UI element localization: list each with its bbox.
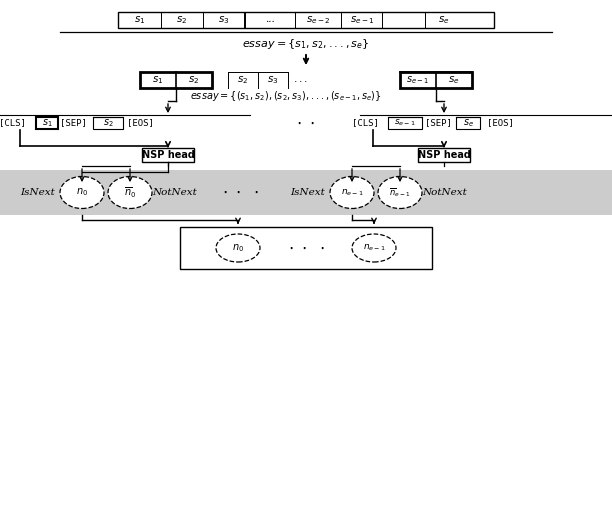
Bar <box>456 117 480 129</box>
Text: $n_{e-1}$: $n_{e-1}$ <box>341 187 364 198</box>
Text: $...$: $...$ <box>293 76 307 84</box>
Bar <box>36 117 58 129</box>
Text: [SEP]: [SEP] <box>59 119 86 127</box>
Text: $\overline{n}_0$: $\overline{n}_0$ <box>124 185 136 199</box>
Text: $s_2$: $s_2$ <box>176 14 188 26</box>
Text: $s_1$: $s_1$ <box>152 74 163 86</box>
Text: $s_{e-1}$: $s_{e-1}$ <box>394 118 416 128</box>
Text: $\cdot \ \cdot \ \cdot$: $\cdot \ \cdot \ \cdot$ <box>288 239 324 256</box>
Bar <box>0 170 612 215</box>
Text: [CLS]: [CLS] <box>0 119 26 127</box>
Text: $s_1$: $s_1$ <box>134 14 146 26</box>
Text: $\cdot \ \cdot$: $\cdot \ \cdot$ <box>296 114 316 132</box>
Bar <box>142 148 194 162</box>
Text: $s_2$: $s_2$ <box>237 74 248 86</box>
Bar <box>400 72 472 88</box>
Text: $s_{e-1}$: $s_{e-1}$ <box>406 74 430 86</box>
Text: $s_e$: $s_e$ <box>463 117 474 129</box>
Ellipse shape <box>108 177 152 209</box>
Ellipse shape <box>352 234 396 262</box>
Text: IsNext: IsNext <box>21 188 55 197</box>
Bar <box>93 117 123 129</box>
Text: $s_3$: $s_3$ <box>218 14 230 26</box>
Text: $s_2$: $s_2$ <box>188 74 200 86</box>
Bar <box>180 227 432 269</box>
Text: IsNext: IsNext <box>291 188 326 197</box>
Text: [SEP]: [SEP] <box>425 119 452 127</box>
Text: NSP head: NSP head <box>417 150 471 160</box>
Text: $n_{e-1}$: $n_{e-1}$ <box>362 243 386 253</box>
Text: $s_3$: $s_3$ <box>267 74 278 86</box>
Text: $s_e$: $s_e$ <box>438 14 450 26</box>
Text: NotNext: NotNext <box>152 188 198 197</box>
Bar <box>140 72 212 88</box>
Text: $s_2$: $s_2$ <box>103 117 113 129</box>
Bar <box>418 148 470 162</box>
Text: $n_0$: $n_0$ <box>76 186 88 198</box>
Bar <box>388 117 422 129</box>
Text: $\cdot \ \cdot \ \cdot$: $\cdot \ \cdot \ \cdot$ <box>222 184 258 201</box>
Text: ...: ... <box>265 16 275 24</box>
Text: [EOS]: [EOS] <box>127 119 154 127</box>
Text: [EOS]: [EOS] <box>487 119 513 127</box>
Ellipse shape <box>330 177 374 209</box>
Text: $essay = \{(s_1,s_2),(s_2,s_3),...,(s_{e-1},s_e)\}$: $essay = \{(s_1,s_2),(s_2,s_3),...,(s_{e… <box>190 89 382 103</box>
Text: NotNext: NotNext <box>423 188 468 197</box>
Text: $\overline{n}_{e-1}$: $\overline{n}_{e-1}$ <box>389 186 411 199</box>
Ellipse shape <box>378 177 422 209</box>
Text: $s_{e-2}$: $s_{e-2}$ <box>305 14 330 26</box>
Text: [CLS]: [CLS] <box>351 119 378 127</box>
Text: NSP head: NSP head <box>141 150 195 160</box>
Text: $s_e$: $s_e$ <box>448 74 460 86</box>
Bar <box>118 12 494 28</box>
Text: $s_{e-1}$: $s_{e-1}$ <box>349 14 375 26</box>
Ellipse shape <box>216 234 260 262</box>
Text: $n_0$: $n_0$ <box>232 242 244 254</box>
Text: $essay = \{s_1, s_2,...,s_e\}$: $essay = \{s_1, s_2,...,s_e\}$ <box>242 37 370 51</box>
Text: $s_1$: $s_1$ <box>42 117 53 129</box>
Ellipse shape <box>60 177 104 209</box>
